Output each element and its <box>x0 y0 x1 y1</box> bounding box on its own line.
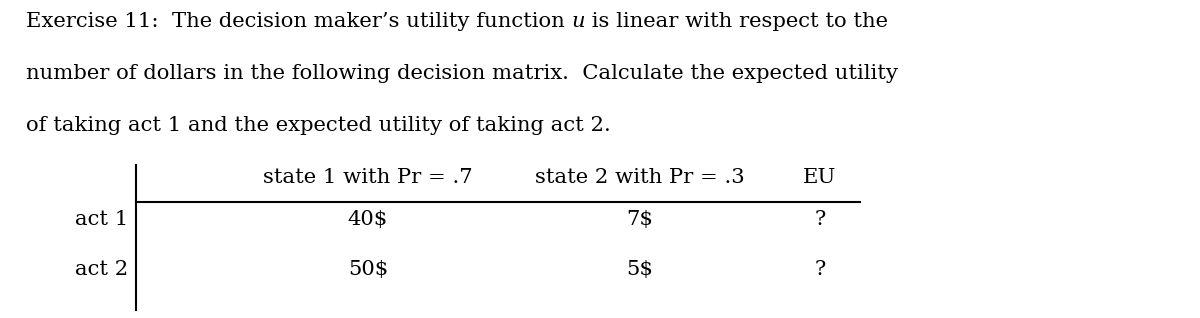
Text: number of dollars in the following decision matrix.  Calculate the expected util: number of dollars in the following decis… <box>26 64 898 83</box>
Text: u: u <box>571 12 586 31</box>
Text: 50$: 50$ <box>348 260 388 279</box>
Text: act 1: act 1 <box>74 210 128 229</box>
Text: of taking act 1 and the expected utility of taking act 2.: of taking act 1 and the expected utility… <box>26 116 611 135</box>
Text: 5$: 5$ <box>626 260 654 279</box>
Text: state 2 with Pr = .3: state 2 with Pr = .3 <box>535 168 745 187</box>
Text: ?: ? <box>815 260 826 279</box>
Text: 40$: 40$ <box>348 210 388 229</box>
Text: EU: EU <box>803 168 836 187</box>
Text: is linear with respect to the: is linear with respect to the <box>586 12 888 31</box>
Text: ?: ? <box>815 210 826 229</box>
Text: 7$: 7$ <box>626 210 654 229</box>
Text: state 1 with Pr = .7: state 1 with Pr = .7 <box>263 168 473 187</box>
Text: act 2: act 2 <box>74 260 128 279</box>
Text: Exercise 11:  The decision maker’s utility function: Exercise 11: The decision maker’s utilit… <box>26 12 571 31</box>
